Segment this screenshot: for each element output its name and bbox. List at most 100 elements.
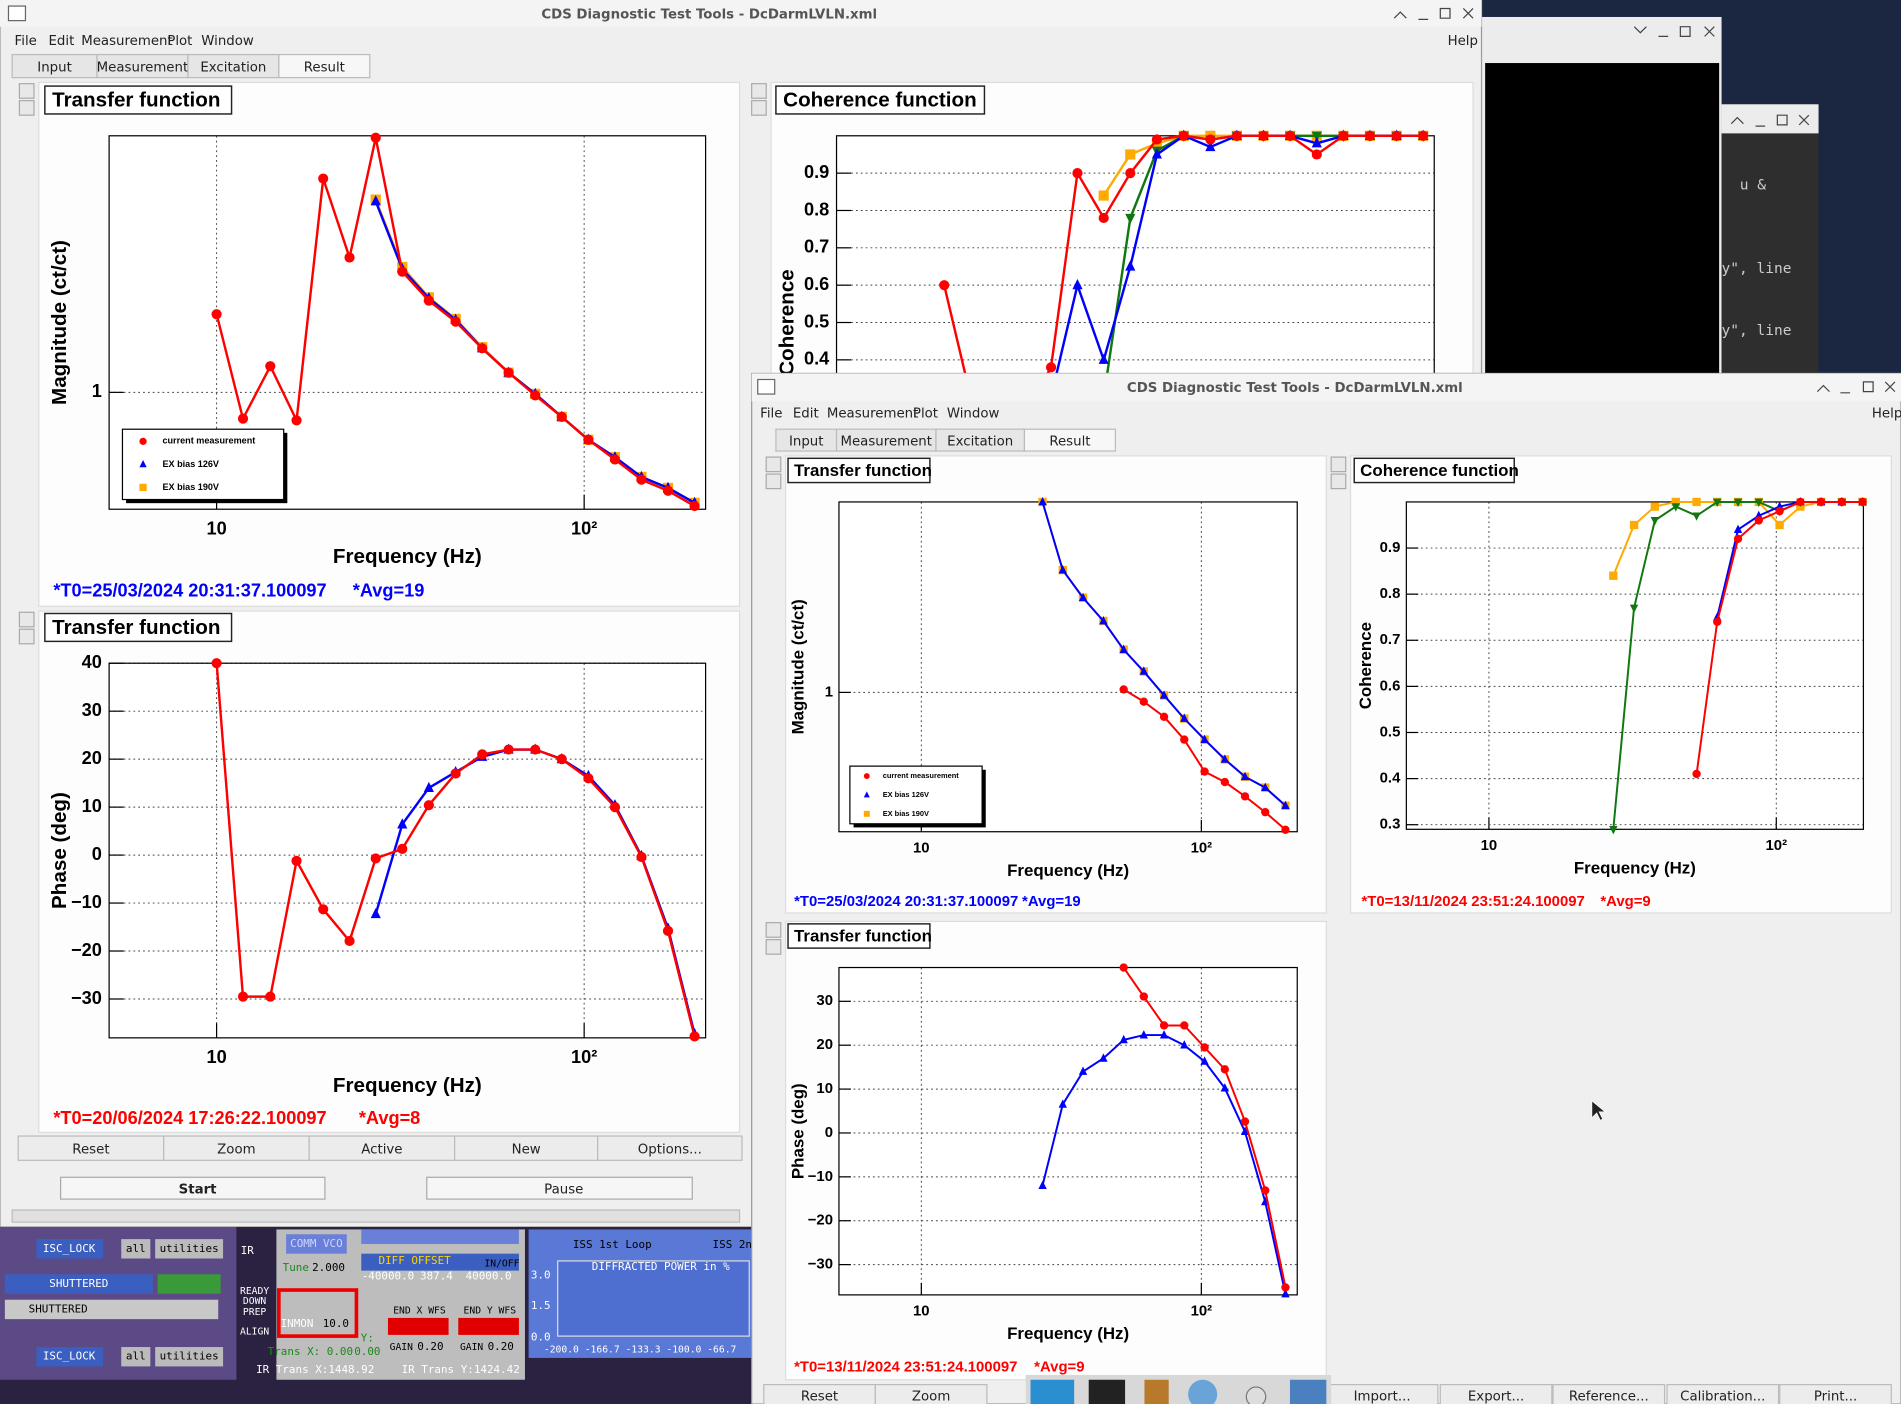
data-point (1650, 502, 1660, 511)
button[interactable] (597, 1135, 743, 1161)
button[interactable] (426, 1176, 693, 1200)
footer-t0: *T0=25/03/2024 20:31:37.100097 (53, 580, 326, 600)
footer-t0: *T0=20/06/2024 17:26:22.100097 (53, 1108, 326, 1128)
button-label[interactable]: Reset (801, 1390, 838, 1404)
button[interactable] (1779, 1384, 1892, 1404)
button-label[interactable]: New (512, 1142, 541, 1157)
menu-item[interactable]: Window (947, 406, 1000, 421)
medm-button[interactable] (155, 1239, 224, 1259)
button-label[interactable]: Export... (1468, 1390, 1524, 1404)
medm-button[interactable] (36, 1239, 104, 1259)
menu-item[interactable]: Plot (913, 406, 938, 421)
menu-item[interactable]: File (15, 34, 37, 49)
tab-label[interactable]: Input (37, 60, 72, 75)
medm-label: DOWN (243, 1296, 266, 1307)
menu-item[interactable]: Measurement (81, 34, 173, 49)
data-point (423, 800, 434, 811)
taskbar-icon[interactable] (1188, 1379, 1218, 1404)
data-point (1205, 140, 1216, 152)
panel-heading-box (1353, 457, 1515, 484)
button[interactable] (1666, 1384, 1780, 1404)
panel-arrow[interactable] (751, 100, 767, 116)
menu-item[interactable]: Edit (793, 406, 819, 421)
data-point (1098, 212, 1109, 224)
medm-button[interactable] (121, 1239, 151, 1259)
data-point (1713, 498, 1722, 507)
button-label[interactable]: Calibration... (1680, 1390, 1765, 1404)
button[interactable] (454, 1135, 599, 1161)
data-point (1281, 800, 1290, 809)
medm-button[interactable] (36, 1347, 104, 1367)
y-tick-label: 0.9 (804, 162, 829, 182)
button[interactable] (1552, 1384, 1666, 1404)
button[interactable] (17, 1135, 165, 1161)
tab[interactable] (1023, 428, 1116, 452)
medm-label: 0.00 (354, 1345, 380, 1358)
menu-item[interactable]: Edit (48, 34, 74, 49)
button-label[interactable]: Start (179, 1182, 218, 1197)
button-label[interactable]: Import... (1354, 1390, 1411, 1404)
tab-label[interactable]: Excitation (947, 434, 1013, 449)
menu-item[interactable]: Window (201, 34, 254, 49)
menu-help[interactable]: Help (1448, 34, 1478, 49)
data-point (1099, 1053, 1108, 1062)
terminal-frame-2 (1721, 104, 1819, 374)
plot-area (1406, 501, 1864, 830)
legend-marker (139, 437, 147, 445)
panel-arrow[interactable] (751, 83, 767, 99)
data-point (1220, 754, 1230, 763)
button[interactable] (1439, 1384, 1553, 1404)
taskbar-icon[interactable] (1144, 1379, 1169, 1404)
menu-help[interactable]: Help (1872, 406, 1901, 421)
tab-label[interactable]: Result (1049, 434, 1090, 449)
button-label[interactable]: Reference... (1569, 1390, 1649, 1404)
button-label[interactable]: Print... (1814, 1390, 1857, 1404)
panel-arrow[interactable] (765, 922, 782, 938)
tab-label[interactable]: Measurement (840, 434, 932, 449)
menu-item[interactable]: Plot (167, 34, 192, 49)
tab-label[interactable]: Excitation (200, 60, 266, 75)
panel-arrow[interactable] (18, 100, 35, 116)
panel-heading: Transfer function (794, 927, 932, 946)
menu-item[interactable]: File (760, 406, 782, 421)
tab[interactable] (278, 53, 371, 79)
button-label[interactable]: Zoom (217, 1142, 255, 1157)
panel-arrow[interactable] (18, 628, 35, 645)
button[interactable] (874, 1384, 988, 1404)
data-point (1125, 260, 1136, 271)
panel-arrow[interactable] (18, 611, 35, 628)
button-label[interactable]: Active (361, 1142, 402, 1157)
button-label[interactable]: Pause (544, 1182, 583, 1197)
medm-button[interactable] (286, 1234, 347, 1254)
taskbar-icon[interactable] (1245, 1386, 1267, 1404)
taskbar-icon[interactable] (1030, 1379, 1075, 1404)
tab-label[interactable]: Input (789, 434, 824, 449)
panel-arrow[interactable] (765, 456, 782, 473)
data-point (1072, 168, 1083, 179)
tab-label[interactable]: Result (304, 60, 345, 75)
data-point (609, 802, 621, 813)
taskbar-icon[interactable] (1088, 1379, 1126, 1404)
medm-button[interactable] (155, 1347, 224, 1367)
data-point (1205, 134, 1216, 145)
medm-label: utilities (160, 1242, 219, 1255)
panel-arrow[interactable] (18, 83, 35, 99)
button-label[interactable]: Options... (638, 1142, 702, 1157)
taskbar-icon[interactable] (1289, 1379, 1327, 1404)
tab-label[interactable]: Measurement (97, 60, 189, 75)
panel-arrow[interactable] (1330, 456, 1347, 473)
medm-label: 10.0 (323, 1317, 349, 1330)
panel-arrow[interactable] (765, 939, 782, 955)
button[interactable] (60, 1176, 326, 1200)
data-point (1258, 130, 1269, 141)
medm-label: 0.20 (417, 1340, 443, 1353)
button-label[interactable]: Reset (72, 1142, 109, 1157)
window-controls[interactable] (1816, 381, 1896, 394)
window-controls[interactable] (1393, 7, 1474, 21)
panel-arrow[interactable] (765, 473, 782, 490)
menu-item[interactable]: Measurement (827, 406, 919, 421)
panel-arrow[interactable] (1330, 473, 1347, 490)
button-label[interactable]: Zoom (912, 1390, 950, 1404)
data-point (1078, 1066, 1088, 1075)
medm-button[interactable] (121, 1347, 151, 1367)
